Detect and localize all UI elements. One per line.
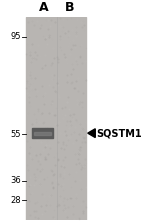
Text: 36: 36 xyxy=(10,176,21,185)
Polygon shape xyxy=(88,129,95,137)
Bar xyxy=(34,132,51,135)
Text: 28: 28 xyxy=(10,196,21,205)
Text: 95: 95 xyxy=(10,32,21,42)
Bar xyxy=(26,17,86,220)
Text: A: A xyxy=(39,1,49,14)
Text: SQSTM1: SQSTM1 xyxy=(97,128,142,138)
Text: B: B xyxy=(65,1,75,14)
Bar xyxy=(32,128,53,138)
Text: 55: 55 xyxy=(10,130,21,139)
